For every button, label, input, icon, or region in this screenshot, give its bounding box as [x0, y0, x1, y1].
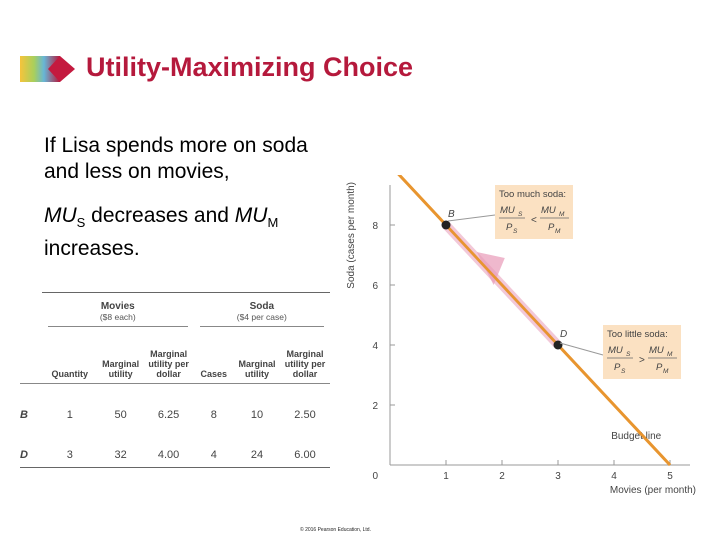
col-header-quantity: Quantity — [42, 331, 98, 384]
too-much-soda-box-p-s-sub: S — [513, 228, 518, 235]
point-label-D: D — [560, 329, 567, 340]
too-much-soda-box-mu-m-sub: M — [559, 211, 565, 218]
too-much-soda-box-p-m-sub: M — [555, 228, 561, 235]
title-diamond-icon — [20, 56, 75, 82]
x-tick-label: 2 — [499, 471, 505, 482]
col-header-mu-soda: Marginal utility — [234, 331, 280, 384]
too-little-soda-box-p-m-sub: M — [663, 368, 669, 375]
too-little-soda-box-relation: > — [639, 355, 645, 366]
too-much-soda-box-p-m: P — [548, 222, 555, 233]
x-tick-label: 1 — [443, 471, 449, 482]
movement-arrowhead — [476, 252, 505, 285]
budget-line-top — [397, 175, 671, 466]
movies-group-header: Movies ($8 each) — [42, 292, 194, 331]
page-title: Utility-Maximizing Choice — [86, 52, 414, 82]
x-tick-label: 5 — [667, 471, 673, 482]
too-little-soda-box-mu-s: MU — [608, 345, 623, 356]
budget-line-label: Budget line — [611, 431, 661, 442]
too-much-soda-box-title: Too much soda: — [499, 189, 566, 200]
copyright: © 2016 Pearson Education, Ltd. — [300, 527, 371, 533]
too-much-soda-box-pointer — [447, 214, 496, 222]
budget-chart: 123452468100Movies (per month)Soda (case… — [346, 175, 696, 496]
too-much-soda-box-mu-s: MU — [500, 205, 515, 216]
col-header-mu-movies: Marginal utility — [97, 331, 144, 384]
table-row: B 1 50 6.25 8 10 2.50 — [20, 409, 316, 421]
table-row: D 3 32 4.00 4 24 6.00 — [20, 449, 316, 461]
x-axis-label: Movies (per month) — [610, 485, 696, 496]
too-little-soda-box-p-s: P — [614, 362, 621, 373]
too-little-soda-box — [603, 325, 681, 379]
col-header-cases: Cases — [193, 331, 234, 384]
too-little-soda-box-pointer — [559, 342, 604, 356]
y-tick-label: 4 — [372, 341, 378, 352]
too-little-soda-box-mu-m: MU — [649, 345, 664, 356]
bullet-text-1: If Lisa spends more on soda and less on … — [44, 134, 308, 183]
y-tick-label: 8 — [372, 221, 378, 232]
bullet-text-2: MUS decreases and MUM increases. — [44, 204, 279, 261]
point-label-B: B — [448, 209, 455, 220]
y-axis-label: Soda (cases per month) — [346, 182, 357, 289]
too-much-soda-box-mu-s-sub: S — [518, 211, 523, 218]
too-much-soda-box-p-s: P — [506, 222, 513, 233]
point-B — [441, 220, 451, 230]
x-tick-label: 3 — [555, 471, 561, 482]
y-tick-label: 2 — [372, 401, 378, 412]
too-much-soda-box — [495, 185, 573, 239]
too-little-soda-box-p-s-sub: S — [621, 368, 626, 375]
too-little-soda-box-mu-m-sub: M — [667, 351, 673, 358]
soda-group-header: Soda ($4 per case) — [193, 292, 330, 331]
col-header-mupd-soda: Marginal utility per dollar — [280, 331, 330, 384]
too-much-soda-box-relation: < — [531, 215, 537, 226]
too-much-soda-box-mu-m: MU — [541, 205, 556, 216]
utility-table: Movies ($8 each) Soda ($4 per case) Quan… — [20, 292, 330, 468]
col-header-mupd-movies: Marginal utility per dollar — [143, 331, 194, 384]
point-D — [553, 340, 563, 350]
x-tick-label: 4 — [611, 471, 617, 482]
too-little-soda-box-mu-s-sub: S — [626, 351, 631, 358]
y-tick-label: 6 — [372, 281, 378, 292]
origin-label: 0 — [372, 471, 378, 482]
too-little-soda-box-title: Too little soda: — [607, 329, 668, 340]
too-little-soda-box-p-m: P — [656, 362, 663, 373]
